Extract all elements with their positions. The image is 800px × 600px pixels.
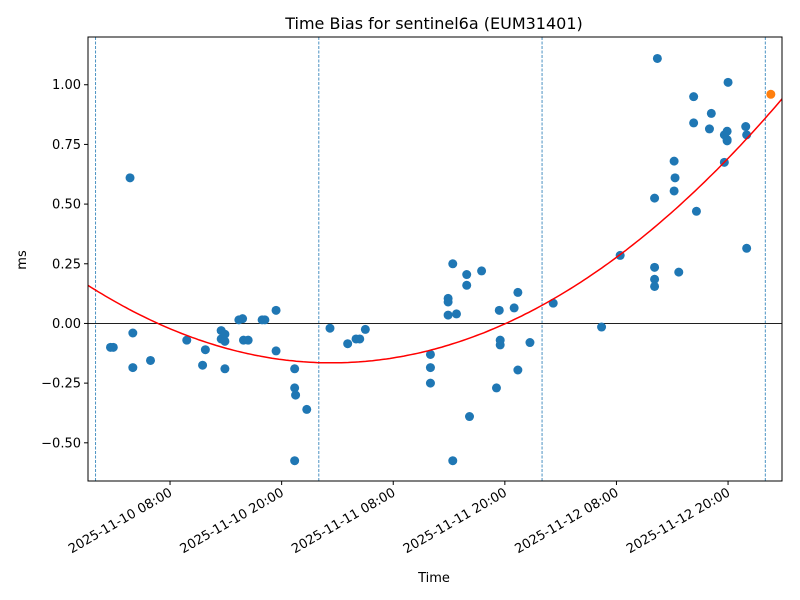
y-axis-label: ms [15,250,30,270]
data-point [360,324,370,334]
data-point [669,156,679,166]
data-point [448,456,458,466]
data-point [652,53,662,63]
data-point [243,335,253,345]
data-point [650,274,660,284]
data-point [425,363,435,373]
data-point [291,390,301,400]
data-point [691,206,701,216]
data-point [650,193,660,203]
y-tick-label: 0.00 [52,317,81,332]
x-tick-label: 2025-11-10 20:00 [178,485,287,557]
data-point [425,349,435,359]
data-point [125,173,135,183]
y-tick-label: 0.75 [52,138,81,153]
data-point [343,339,353,349]
data-point [220,336,230,346]
data-point [669,186,679,196]
data-point [670,173,680,183]
data-point [325,323,335,333]
plot-frame [87,36,783,482]
data-point [465,412,475,422]
data-point [443,310,453,320]
data-point [260,315,270,325]
y-tick-label: −0.50 [41,436,81,451]
data-point [722,126,732,136]
data-point [182,335,192,345]
data-point [742,243,752,253]
data-point [198,360,208,370]
data-point [290,456,300,466]
data-point [271,346,281,356]
data-point [238,314,248,324]
data-point [674,267,684,277]
y-tick-label: 0.50 [52,198,81,213]
data-point [128,363,138,373]
data-point [689,92,699,102]
data-point [513,287,523,297]
data-point [145,355,155,365]
x-tick-label: 2025-11-10 08:00 [66,485,175,557]
y-tick-label: 1.00 [52,78,81,93]
data-point [706,108,716,118]
data-point [128,328,138,338]
y-tick-label: 0.25 [52,257,81,272]
x-tick-label: 2025-11-12 08:00 [512,485,621,557]
data-point [723,77,733,87]
data-point [494,305,504,315]
data-point [650,281,660,291]
data-point [741,122,751,132]
data-point [200,345,210,355]
data-point [290,383,300,393]
data-point [513,365,523,375]
data-point [597,322,607,332]
fit-curve [88,98,782,364]
data-point [495,340,505,350]
data-point [302,404,312,414]
x-tick-label: 2025-11-11 08:00 [289,485,398,557]
x-axis-label: Time [417,571,450,586]
chart-title: Time Bias for sentinel6a (EUM31401) [284,14,583,33]
data-point [290,364,300,374]
data-point [462,280,472,290]
data-point [355,334,365,344]
data-point [509,303,519,313]
latest-data-point [766,89,776,99]
data-point [220,364,230,374]
data-point [451,309,461,319]
data-point [108,342,118,352]
data-point [443,297,453,307]
data-point [220,329,230,339]
data-point [650,262,660,272]
data-point [448,259,458,269]
data-point [477,266,487,276]
data-point [525,338,535,348]
data-point [491,383,501,393]
data-point [689,118,699,128]
x-tick-label: 2025-11-11 20:00 [401,485,510,557]
y-tick-label: −0.25 [41,377,81,392]
data-point [722,136,732,146]
data-point [271,305,281,315]
x-tick-label: 2025-11-12 20:00 [624,485,733,557]
data-point [425,378,435,388]
data-point [704,124,714,134]
data-point [462,270,472,280]
